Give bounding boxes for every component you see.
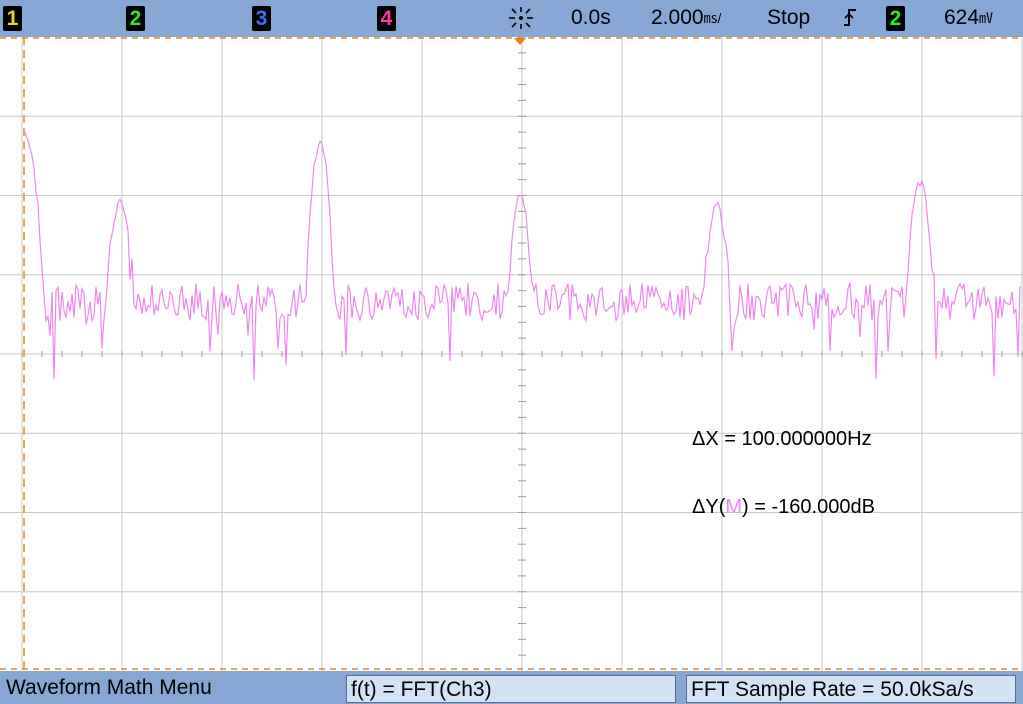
delta-y-suffix: ) = -160.000dB (742, 496, 875, 518)
trigger-position-marker (514, 38, 526, 45)
channel-3-label: 3 (255, 7, 268, 30)
center-ticks (21, 37, 1023, 656)
trigger-source-indicator[interactable]: 2 (886, 6, 905, 31)
trigger-level-value: 624 (944, 6, 980, 29)
acquisition-status-icon (509, 7, 533, 29)
delta-y-prefix: ΔY( (692, 496, 726, 518)
softkey-bar: Waveform Math Menu f(t) = FFT(Ch3) FFT S… (0, 671, 1023, 704)
delta-x-readout: ΔX = 100.000000Hz (692, 428, 872, 450)
channel-4-label: 4 (380, 7, 393, 30)
channel-1-label: 1 (6, 7, 19, 30)
channel-4-indicator[interactable]: 4 (377, 6, 396, 31)
delta-y-readout: ΔY(M) = -160.000dB (692, 496, 875, 519)
math-function-softkey[interactable]: f(t) = FFT(Ch3) (346, 675, 676, 703)
time-per-division-unit: ㎳/ (703, 10, 722, 26)
time-per-division-value: 2.000 (651, 6, 704, 29)
trigger-level[interactable]: 624㎷ (944, 5, 993, 31)
channel-2-indicator[interactable]: 2 (126, 6, 145, 31)
grid-lines (0, 37, 1023, 671)
fft-sample-rate-softkey[interactable]: FFT Sample Rate = 50.0kSa/s (686, 675, 1016, 703)
fft-trace (23, 129, 1021, 380)
run-state[interactable]: Stop (767, 6, 811, 29)
menu-title: Waveform Math Menu (6, 676, 212, 699)
delta-y-source: M (725, 496, 743, 518)
status-bar: 1 2 3 4 0.0s 2.000㎳/ Stop 2 624㎷ (0, 0, 1023, 37)
trigger-level-unit: ㎷ (979, 10, 994, 26)
channel-1-indicator[interactable]: 1 (3, 6, 22, 31)
time-delay[interactable]: 0.0s (571, 6, 611, 29)
channel-3-indicator[interactable]: 3 (252, 6, 271, 31)
time-per-division[interactable]: 2.000㎳/ (651, 5, 721, 31)
trigger-source-label: 2 (889, 7, 902, 30)
graticule (0, 37, 1023, 671)
rising-edge-icon (844, 9, 856, 26)
waveform-display[interactable]: ΔX = 100.000000Hz ΔY(M) = -160.000dB (0, 37, 1023, 671)
channel-2-label: 2 (129, 7, 142, 30)
